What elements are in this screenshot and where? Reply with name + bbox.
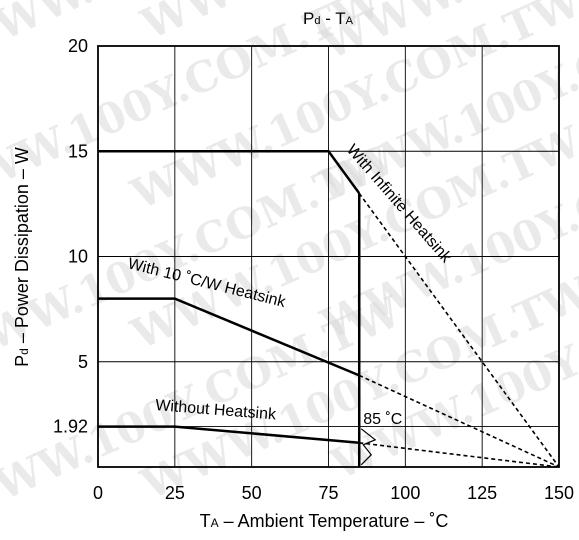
x-axis-label: TA – Ambient Temperature – ˚C [200,511,449,531]
y-tick-label: 10 [68,247,88,267]
y-tick-label: 1.92 [53,417,88,437]
y-axis-label: Pd – Power Dissipation – W [12,147,32,367]
x-tick-label: 0 [93,483,103,503]
series-dashed-line [358,192,560,468]
y-tick-label: 20 [68,36,88,56]
break-mark [360,428,377,466]
annotation-85c: 85 ˚C [363,411,402,428]
y-tick-labels: 20 15 10 5 1.92 [53,36,88,437]
x-tick-label: 50 [242,483,262,503]
x-tick-labels: 0 25 50 75 100 125 150 [93,483,574,503]
x-tick-label: 25 [165,483,185,503]
x-tick-label: 100 [390,483,420,503]
y-tick-label: 15 [68,141,88,161]
series-dashed-line [358,374,560,468]
x-tick-label: 125 [467,483,497,503]
x-tick-label: 150 [544,483,574,503]
y-tick-label: 5 [78,352,88,372]
chart-title: Pd - TA [303,9,354,28]
series-solid-line [98,297,360,377]
plot-frame [97,45,560,468]
curves [98,150,560,468]
x-tick-label: 75 [318,483,338,503]
series-solid-line [98,425,360,445]
series-dashed-line [359,442,560,468]
series-solid-line [98,150,361,195]
